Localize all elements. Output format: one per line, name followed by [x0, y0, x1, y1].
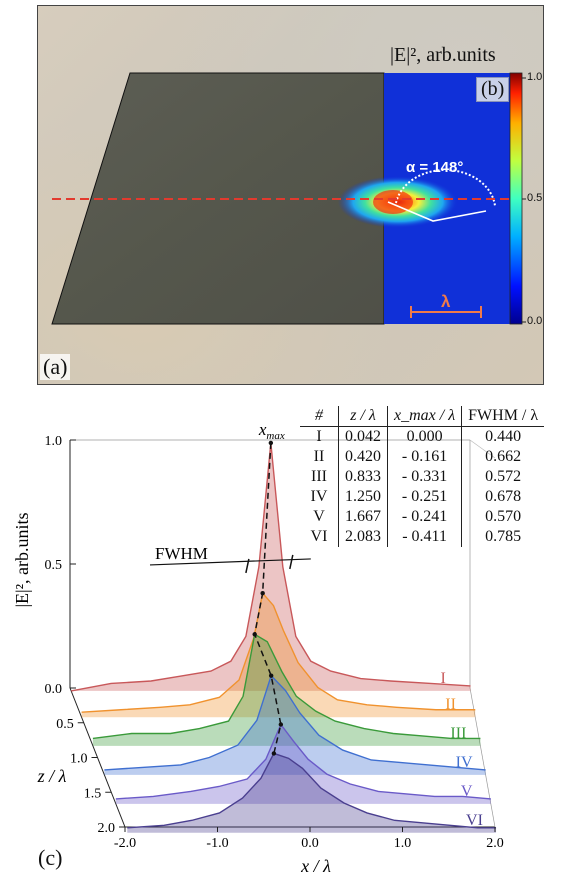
table-cell: IV: [310, 488, 328, 505]
table-row: I 0.042 0.000 0.440: [300, 426, 545, 447]
series-label-IV: IV: [456, 754, 473, 771]
series-curve-VI: [127, 752, 497, 829]
table-cell: III: [311, 468, 327, 485]
x-tick-label: 0.0: [301, 836, 319, 851]
fwhm-marker: FWHM: [149, 544, 311, 574]
axis-ticks: 0.0 0.5 1.0 |E|², arb.units 0.5 1.0 1.5 2.0 z / …: [12, 434, 504, 876]
panel-c-label: (c): [38, 845, 63, 870]
z-axis-label: z / λ: [37, 766, 67, 786]
table-cell: - 0.411: [386, 527, 462, 547]
series-fill-II: [81, 593, 476, 718]
table-header: x_max / λ: [386, 406, 462, 427]
table-header: z / λ: [338, 406, 388, 427]
table-row: III 0.833- 0.331 0.572: [300, 467, 545, 487]
table-header: #: [300, 406, 339, 427]
series-label-III: III: [450, 725, 466, 742]
x-tick-label: 2.0: [486, 836, 504, 851]
table-cell: 0.833: [338, 467, 388, 487]
table-cell: 0.570: [461, 507, 545, 527]
series-label-VI: VI: [466, 812, 483, 829]
z-tick-label: 1.0: [70, 752, 88, 767]
series-label-V: V: [461, 783, 473, 800]
table-cell: 0.042: [338, 426, 388, 447]
peak-point: [271, 751, 277, 756]
colorbar-title: |E|², arb.units: [390, 44, 496, 66]
results-table: # z / λ x_max / λ FWHM / λ I 0.042 0.000 0.…: [300, 406, 545, 547]
table-cell: 2.083: [338, 527, 388, 547]
table-cell: - 0.161: [386, 447, 462, 467]
panel-b-label: (b): [476, 77, 510, 102]
table-cell: V: [313, 508, 325, 525]
scale-bar-label: λ: [441, 292, 451, 311]
colorbar-tick-mid: 0.5: [527, 192, 543, 204]
table-cell: 0.785: [461, 527, 545, 547]
photo-panel: |E|², arb.units (b) 1.0 0.5 0.0 α = 148°…: [37, 5, 544, 385]
table-cell: - 0.331: [386, 467, 462, 487]
x-tick-label: -2.0: [114, 836, 136, 851]
table-cell: 1.250: [338, 487, 388, 507]
table-cell: 0.000: [386, 426, 462, 447]
table-cell: 0.572: [461, 467, 545, 487]
series-fill-IV: [104, 675, 486, 775]
table-row: IV 1.250- 0.251 0.678: [300, 487, 545, 507]
table-cell: VI: [310, 528, 328, 545]
fwhm-tick-left: [245, 558, 250, 574]
series-fill-V: [115, 724, 491, 804]
table-cell: - 0.251: [386, 487, 462, 507]
x-tick-label: 1.0: [394, 836, 412, 851]
series-curve-II: [81, 591, 476, 713]
y-tick-label: 0.0: [45, 682, 63, 697]
fwhm-line: [149, 558, 311, 566]
peak-point: [260, 590, 265, 596]
x-tick-label: -1.0: [206, 836, 228, 851]
angle-lines: [387, 201, 487, 222]
fwhm-label: FWHM: [155, 544, 208, 563]
series-curve-IV: [104, 674, 486, 771]
series-curve-V: [115, 723, 491, 800]
xmax-label: xmax: [258, 420, 285, 442]
z-tick-label: 0.5: [56, 717, 74, 732]
series-label-II: II: [445, 696, 456, 713]
y-tick-label: 1.0: [45, 434, 63, 449]
series-fill-I: [71, 442, 471, 691]
series-curve-III: [92, 633, 481, 740]
panel-a-label: (a): [40, 354, 71, 380]
y-axis-label: |E|², arb.units: [12, 512, 32, 607]
peak-point: [268, 673, 274, 678]
series-fill-III: [92, 634, 481, 746]
x-axis-label: x / λ: [300, 856, 331, 876]
peak-point: [278, 722, 284, 727]
table-header-row: # z / λ x_max / λ FWHM / λ: [300, 406, 545, 427]
series-label-I: I: [441, 670, 446, 687]
xmax-subscript: max: [266, 430, 284, 442]
right-depth-line: [469, 687, 496, 828]
z-tick-label: 1.5: [84, 786, 102, 801]
scale-bar: [410, 306, 482, 318]
table-cell: 0.678: [461, 487, 545, 507]
table-cell: 0.662: [461, 447, 545, 467]
photo-drawing: [51, 72, 526, 325]
z-tick-label: 2.0: [98, 821, 116, 836]
fwhm-tick-right: [289, 554, 294, 570]
y-tick-label: 0.5: [45, 558, 63, 573]
table-cell: I: [316, 428, 322, 445]
table-header: FWHM / λ: [461, 406, 545, 427]
table-cell: 0.420: [338, 447, 388, 467]
table-cell: - 0.241: [386, 507, 462, 527]
peak-point: [252, 632, 257, 637]
table-row: VI 2.083- 0.411 0.785: [300, 527, 545, 547]
angle-arc: [395, 168, 496, 207]
peak-point: [268, 440, 274, 446]
angle-label: α = 148°: [406, 159, 464, 176]
table-row: II 0.420- 0.161 0.662: [300, 447, 545, 467]
peak-trace-line: [253, 442, 282, 754]
colorbar: [509, 72, 523, 325]
table-cell: II: [313, 448, 325, 465]
table-row: V 1.667- 0.241 0.570: [300, 507, 545, 527]
table-cell: 1.667: [338, 507, 388, 527]
colorbar-tick-max: 1.0: [527, 71, 543, 83]
table-cell: 0.440: [461, 426, 545, 447]
colorbar-tick-min: 0.0: [527, 315, 543, 327]
